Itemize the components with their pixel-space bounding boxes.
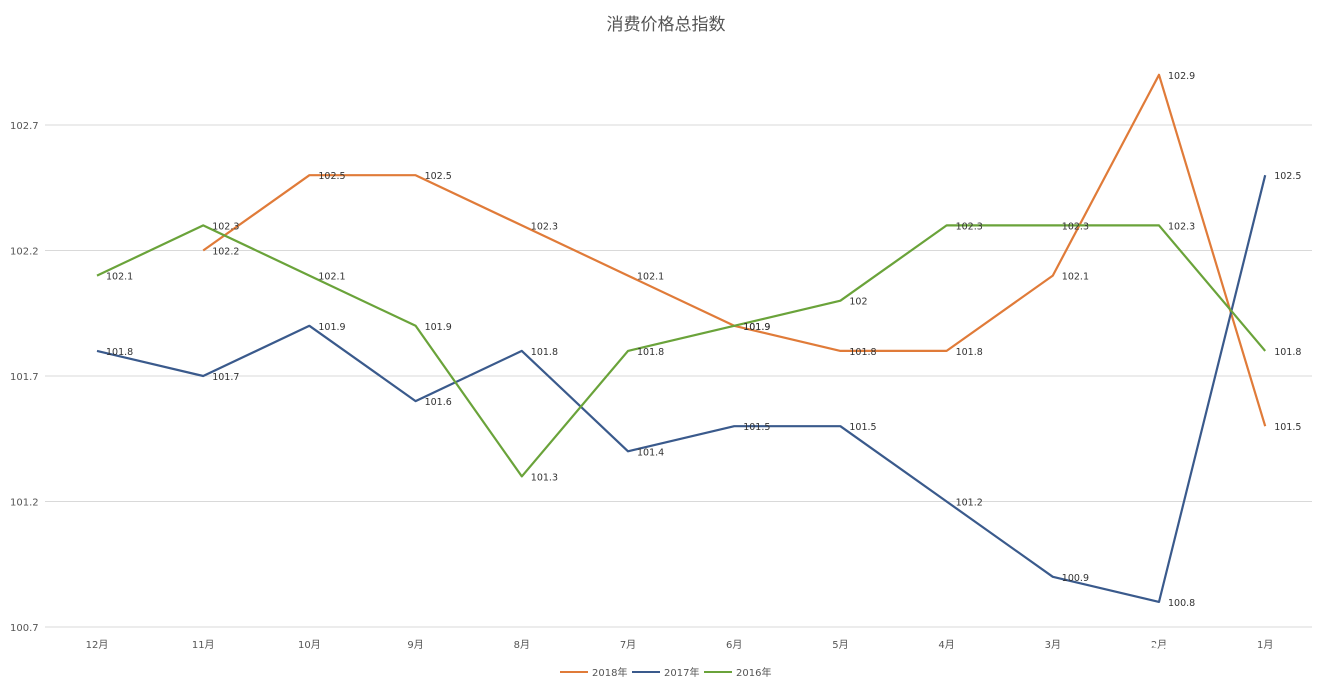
data-label: 102.9 [1168, 71, 1195, 82]
data-label: 101.8 [849, 347, 876, 358]
data-label: 102.1 [106, 272, 133, 283]
y-tick-label: 102.7 [10, 121, 39, 132]
data-label: 100.9 [1062, 573, 1089, 584]
y-tick-label: 100.7 [10, 623, 39, 634]
data-label: 101.5 [743, 422, 770, 433]
data-label: 100.8 [1168, 598, 1195, 609]
x-tick-label: 4月 [938, 639, 954, 651]
legend-label: 2016年 [736, 666, 771, 679]
legend: 2018年 2017年 2016年 [560, 666, 771, 679]
x-tick-label: 12月 [86, 639, 109, 651]
y-tick-label: 101.7 [10, 372, 39, 383]
watermark: 悟空问答 [1100, 639, 1233, 672]
series-lines [96, 73, 1267, 603]
x-tick-label: 8月 [514, 639, 530, 651]
data-label: 101.9 [318, 322, 345, 333]
data-label: 101.8 [637, 347, 664, 358]
data-label: 102.3 [956, 221, 983, 232]
data-label: 101.7 [212, 372, 239, 383]
y-tick-label: 101.2 [10, 498, 39, 509]
x-tick-label: 2月 [1151, 639, 1167, 651]
x-tick-label: 9月 [407, 639, 423, 651]
data-label: 102.5 [1274, 171, 1301, 182]
data-label: 102.3 [212, 221, 239, 232]
x-tick-label: 6月 [726, 639, 742, 651]
data-label: 101.5 [849, 422, 876, 433]
speech-bubble-icon [1100, 639, 1130, 672]
data-labels: 102.2 102.5 102.5 102.3 102.1 101.9 101.8 101.8… [106, 71, 1301, 609]
y-axis-ticks: 100.7 101.2 101.7 102.2 102.7 [10, 121, 39, 634]
data-label: 102.2 [212, 247, 239, 258]
data-label: 102.3 [1062, 221, 1089, 232]
data-label: 102.3 [1168, 221, 1195, 232]
chart-title: 消费价格总指数 [607, 15, 726, 35]
data-label: 101.8 [956, 347, 983, 358]
y-tick-label: 102.2 [10, 247, 39, 258]
data-label: 101.8 [531, 347, 558, 358]
x-tick-label: 1月 [1257, 639, 1273, 651]
series-line-2016年 [96, 224, 1267, 478]
data-label: 101.3 [531, 472, 558, 483]
data-label: 102.3 [531, 221, 558, 232]
data-label: 101.8 [1274, 347, 1301, 358]
data-label: 101.5 [1274, 422, 1301, 433]
data-label: 101.6 [425, 397, 452, 408]
data-label: 101.9 [743, 322, 770, 333]
x-tick-label: 7月 [620, 639, 636, 651]
data-label: 101.2 [956, 498, 983, 509]
data-label: 102.1 [1062, 272, 1089, 283]
data-label: 102 [849, 297, 867, 308]
legend-label: 2018年 [592, 666, 627, 679]
data-label: 101.8 [106, 347, 133, 358]
data-label: 102.1 [318, 272, 345, 283]
watermark-text: 悟空问答 [1136, 641, 1233, 669]
data-label: 102.5 [318, 171, 345, 182]
x-tick-label: 5月 [832, 639, 848, 651]
x-tick-label: 11月 [192, 639, 215, 651]
data-label: 101.9 [425, 322, 452, 333]
legend-label: 2017年 [664, 666, 699, 679]
x-axis-ticks: 12月 11月 10月 9月 8月 7月 6月 5月 4月 3月 2月 1月 [86, 639, 1274, 651]
x-tick-label: 3月 [1045, 639, 1061, 651]
data-label: 101.4 [637, 447, 664, 458]
data-label: 102.5 [425, 171, 452, 182]
data-label: 101.9 [743, 322, 770, 333]
data-label: 102.1 [637, 272, 664, 283]
x-tick-label: 10月 [298, 639, 321, 651]
series-line-2017年 [96, 174, 1267, 603]
